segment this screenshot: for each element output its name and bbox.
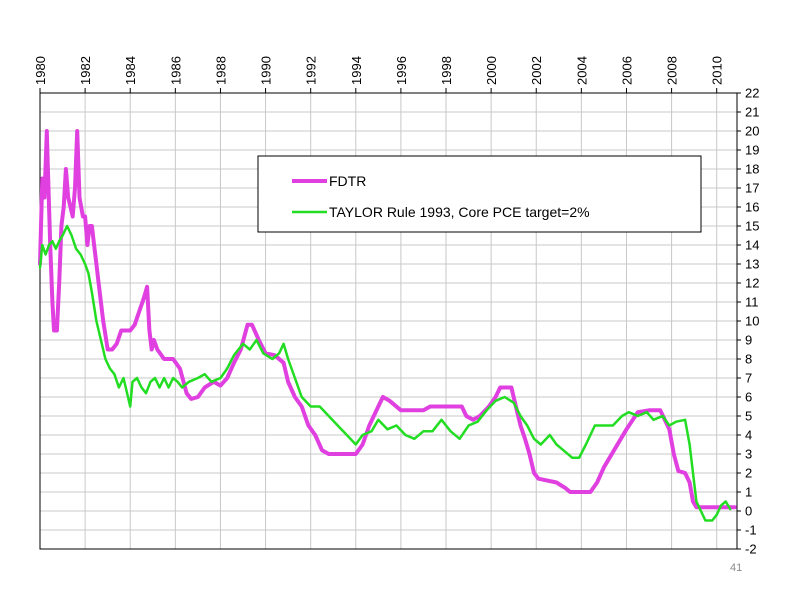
y-tick-label-10: 10	[745, 314, 759, 329]
x-tick-label-1984: 1984	[123, 56, 138, 85]
y-tick-label-8: 8	[745, 352, 752, 367]
x-tick-label-1986: 1986	[168, 56, 183, 85]
y-tick-label-6: 6	[745, 390, 752, 405]
x-tick-label-2000: 2000	[484, 56, 499, 85]
legend: FDTR TAYLOR Rule 1993, Core PCE target=2…	[257, 155, 702, 233]
y-tick-label-2: 2	[745, 466, 752, 481]
page-number: 41	[730, 562, 743, 574]
y-tick-label-16: 16	[745, 200, 759, 215]
y-tick-label-18: 18	[745, 162, 759, 177]
x-axis-ticks: 1980 1982 1984 1986 1988 1990 1992 1994 1996 1998…	[33, 56, 725, 93]
y-tick-label-22: 22	[745, 86, 759, 101]
y-tick-label-3: 3	[745, 447, 752, 462]
x-tick-label-1994: 1994	[349, 56, 364, 85]
x-tick-label-1980: 1980	[33, 56, 48, 85]
legend-label-taylor-rule: TAYLOR Rule 1993, Core PCE target=2%	[329, 204, 590, 220]
y-tick-label-15: 15	[745, 219, 759, 234]
y-tick-label-0: 0	[745, 504, 752, 519]
y-tick-label-9: 9	[745, 333, 752, 348]
y-tick-label-1: 1	[745, 485, 752, 500]
y-tick-label--1: -1	[745, 523, 757, 538]
series-line-taylor-rule	[38, 224, 732, 522]
x-tick-label-2010: 2010	[710, 56, 725, 85]
x-tick-label-1998: 1998	[439, 56, 454, 85]
y-tick-label--2: -2	[745, 542, 757, 557]
y-tick-label-4: 4	[745, 428, 752, 443]
x-tick-label-2004: 2004	[574, 56, 589, 85]
y-tick-label-7: 7	[745, 371, 752, 386]
x-tick-label-2008: 2008	[665, 56, 680, 85]
y-tick-label-5: 5	[745, 409, 752, 424]
legend-box	[257, 155, 702, 233]
y-tick-label-14: 14	[745, 238, 759, 253]
x-tick-label-1988: 1988	[213, 56, 228, 85]
x-tick-label-2002: 2002	[529, 56, 544, 85]
y-tick-label-21: 21	[745, 105, 759, 120]
y-tick-label-11: 11	[745, 295, 759, 310]
y-tick-label-13: 13	[745, 257, 759, 272]
legend-label-fdtr: FDTR	[329, 173, 366, 189]
y-tick-label-19: 19	[745, 143, 759, 158]
x-tick-label-1982: 1982	[78, 56, 93, 85]
x-tick-label-1990: 1990	[259, 56, 274, 85]
x-tick-label-1992: 1992	[304, 56, 319, 85]
y-tick-label-17: 17	[745, 181, 759, 196]
y-tick-label-20: 20	[745, 124, 759, 139]
x-tick-label-1996: 1996	[394, 56, 409, 85]
x-tick-label-2006: 2006	[619, 56, 634, 85]
y-tick-label-12: 12	[745, 276, 759, 291]
series-lines	[38, 129, 737, 522]
